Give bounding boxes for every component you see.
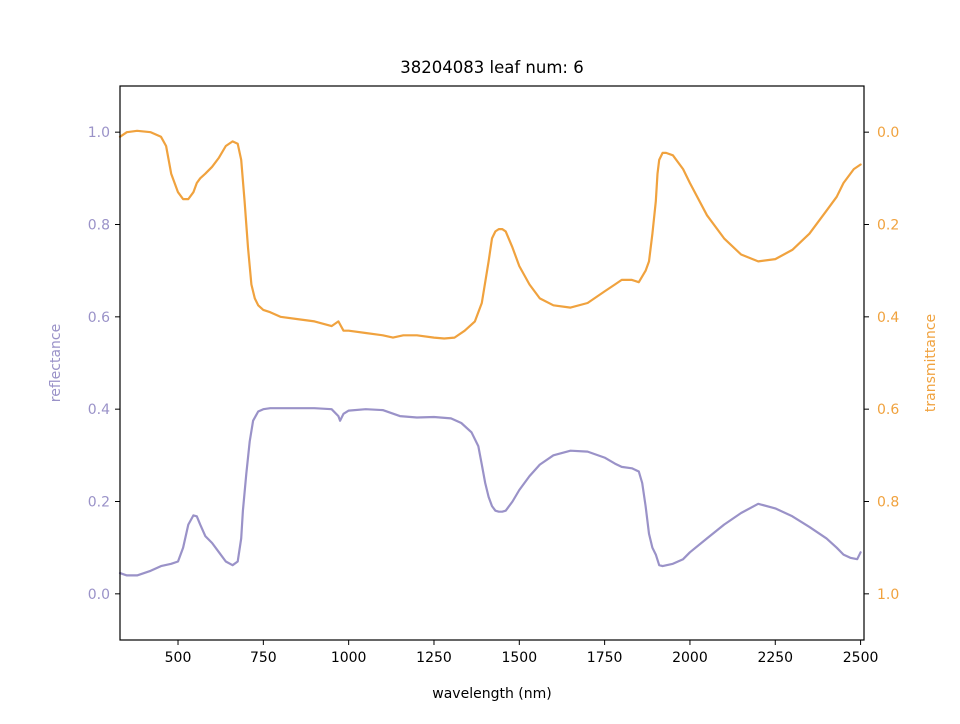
chart-title: 38204083 leaf num: 6: [400, 58, 583, 77]
x-tick-label: 1250: [416, 650, 452, 666]
left-y-tick-label: 1.0: [88, 125, 110, 141]
right-y-tick-label: 0.0: [877, 125, 899, 141]
x-tick-label: 1750: [587, 650, 623, 666]
right-y-axis-label: transmittance: [923, 314, 939, 412]
transmittance-line: [118, 129, 862, 340]
x-tick-label: 500: [165, 650, 192, 666]
reflectance-line: [118, 407, 862, 577]
right-y-axis: 0.0 0.2 0.4 0.6 0.8 1.0: [864, 125, 899, 603]
right-y-tick-label: 0.6: [877, 402, 899, 418]
plot-area: [118, 129, 862, 577]
left-y-axis-label: reflectance: [48, 324, 64, 402]
left-y-tick-label: 0.4: [88, 402, 110, 418]
x-tick-label: 2500: [843, 650, 879, 666]
right-y-tick-label: 1.0: [877, 587, 899, 603]
x-tick-label: 2250: [757, 650, 793, 666]
x-tick-label: 1000: [331, 650, 367, 666]
left-y-tick-label: 0.2: [88, 495, 110, 511]
plot-frame: [119, 85, 865, 641]
x-tick-label: 1500: [501, 650, 537, 666]
right-y-tick-label: 0.2: [877, 218, 899, 234]
x-axis: 500 750 1000 1250 1500 1750 2000 2250 2500: [165, 640, 879, 666]
left-y-tick-label: 0.6: [88, 310, 110, 326]
right-y-tick-label: 0.8: [877, 495, 899, 511]
right-y-tick-label: 0.4: [877, 310, 899, 326]
x-tick-label: 2000: [672, 650, 708, 666]
x-tick-label: 750: [250, 650, 277, 666]
left-y-axis: 0.0 0.2 0.4 0.6 0.8 1.0: [88, 125, 120, 603]
left-y-tick-label: 0.0: [88, 587, 110, 603]
left-y-tick-label: 0.8: [88, 218, 110, 234]
x-axis-label: wavelength (nm): [432, 686, 551, 702]
